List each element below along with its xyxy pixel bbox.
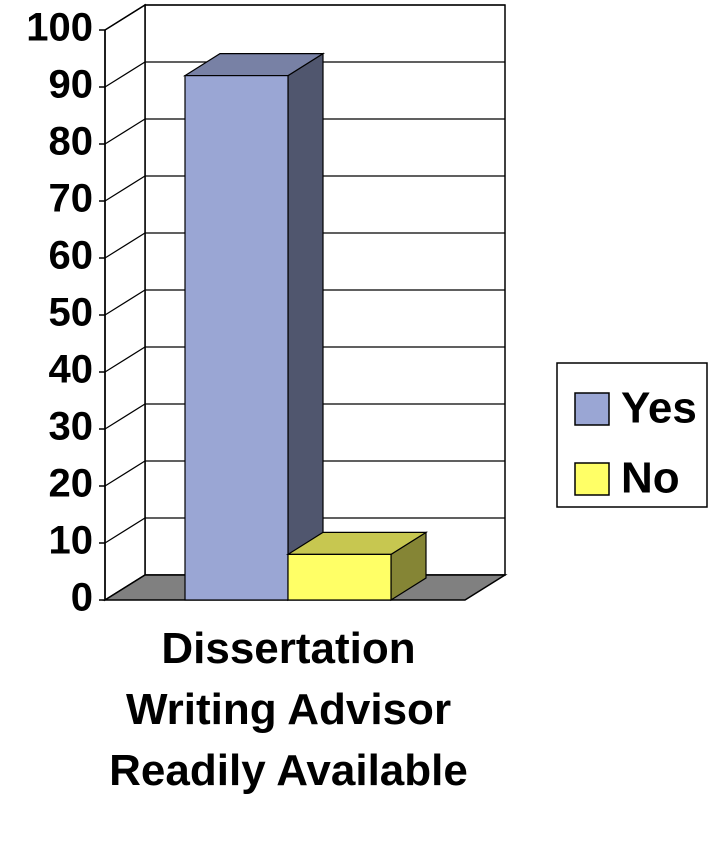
grid-line — [104, 175, 505, 202]
y-tick-label: 80 — [49, 120, 94, 164]
legend-swatch — [574, 462, 610, 496]
grid-line — [104, 61, 505, 88]
legend-swatch — [574, 392, 610, 426]
y-tick-label: 40 — [49, 348, 94, 392]
grid-line — [104, 289, 505, 316]
y-tick-label: 90 — [49, 63, 94, 107]
y-tick-label: 20 — [49, 462, 94, 506]
grid-line — [104, 118, 505, 145]
grid-line — [104, 460, 505, 487]
legend-label: No — [621, 454, 680, 503]
y-tick-label: 60 — [49, 234, 94, 278]
y-tick-label: 70 — [49, 177, 94, 221]
bar-side — [287, 52, 324, 602]
y-tick-label: 30 — [49, 405, 94, 449]
legend-label: Yes — [621, 384, 697, 433]
grid-line — [104, 403, 505, 430]
bar — [287, 553, 392, 601]
y-tick-label: 0 — [71, 576, 93, 620]
y-tick-label: 50 — [49, 291, 94, 335]
bar — [184, 74, 289, 601]
y-tick-label: 10 — [49, 519, 94, 563]
grid-line — [104, 232, 505, 259]
grid-line — [104, 4, 505, 31]
y-tick-label: 100 — [26, 6, 93, 50]
category-label: Dissertation Writing Advisor Readily Ava… — [109, 624, 468, 795]
grid-line — [104, 346, 505, 373]
grid-line — [104, 517, 505, 544]
